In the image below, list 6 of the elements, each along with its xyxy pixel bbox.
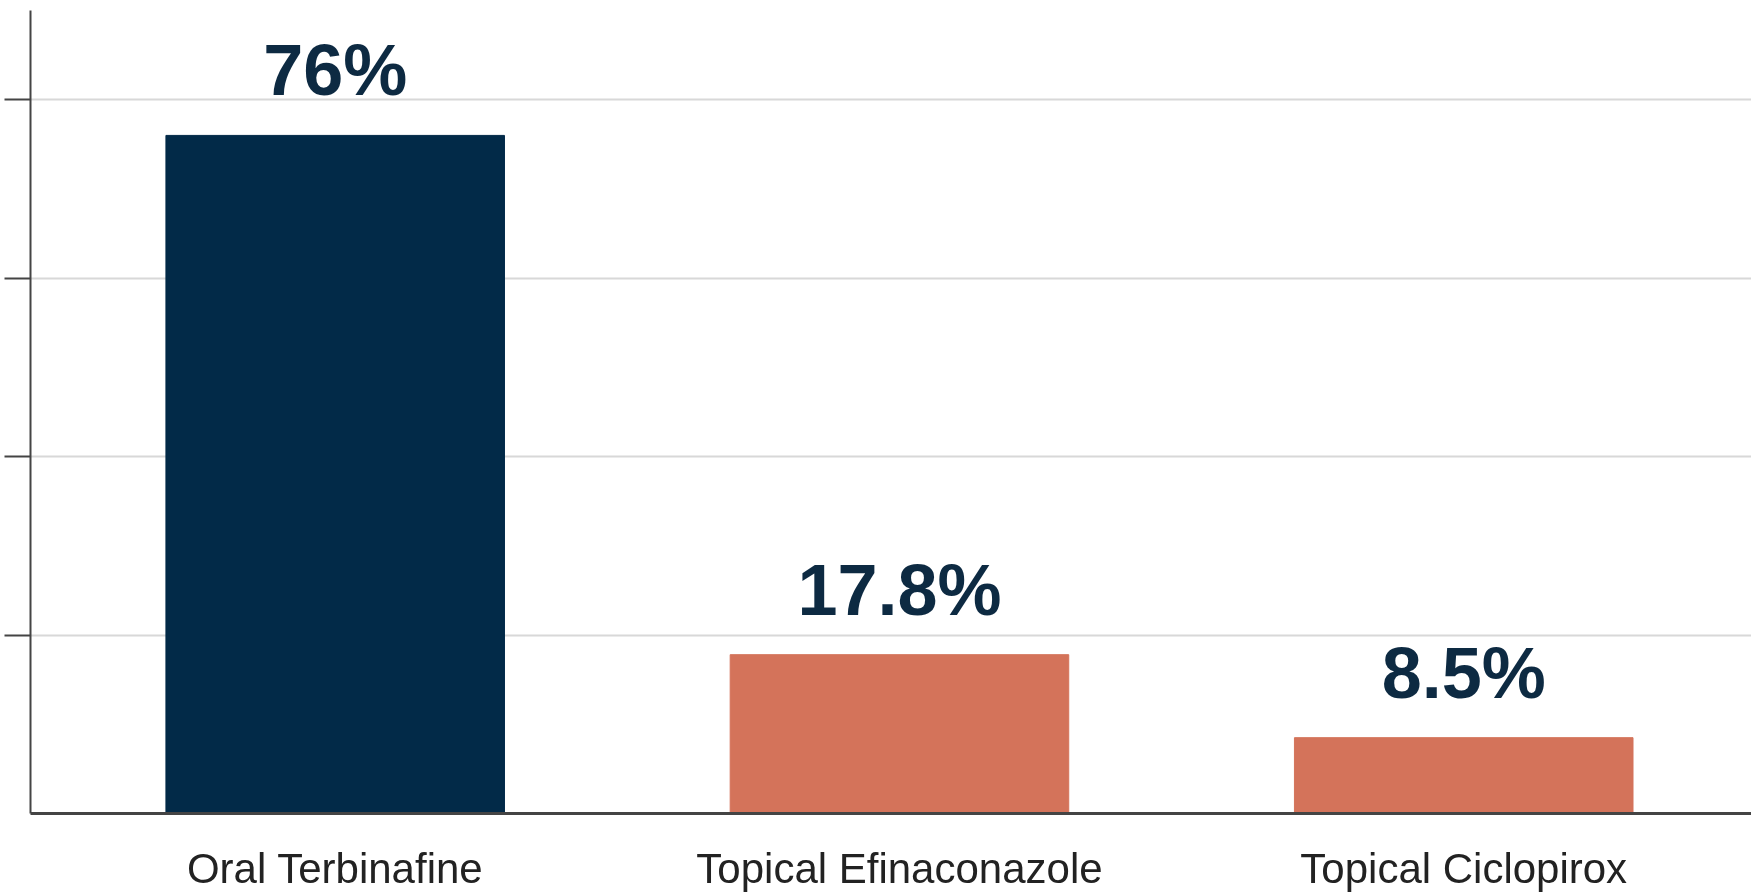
data-label: 8.5%	[1381, 632, 1546, 713]
x-tick-label: Topical Ciclopirox	[1300, 844, 1628, 892]
x-tick-label: Oral Terbinafine	[186, 844, 483, 892]
data-label: 76%	[263, 30, 408, 111]
x-tick-label: Topical Efinaconazole	[696, 844, 1103, 892]
data-label: 17.8%	[797, 549, 1002, 630]
